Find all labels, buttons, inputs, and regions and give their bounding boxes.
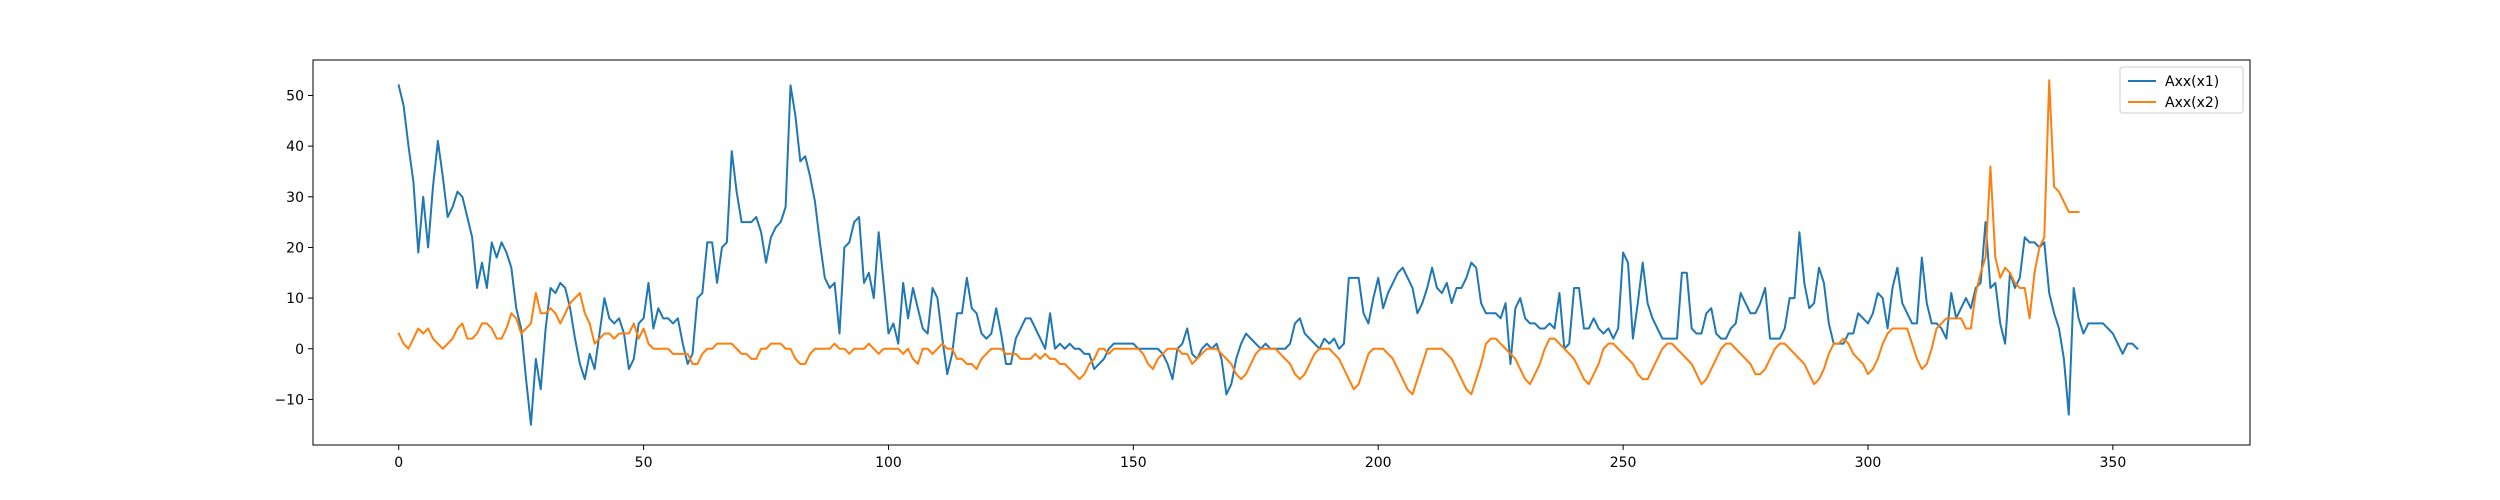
x-tick-label: 150 xyxy=(1120,455,1147,471)
y-tick-label: −10 xyxy=(274,392,304,408)
y-tick-label: 50 xyxy=(286,88,304,104)
y-tick-label: 0 xyxy=(295,342,304,358)
legend-label-1: Axx(x1) xyxy=(2165,74,2219,90)
y-axis: −10 0 10 20 30 40 50 xyxy=(274,88,313,408)
x-tick-label: 300 xyxy=(1855,455,1882,471)
x-tick-label: 100 xyxy=(875,455,902,471)
x-tick-label: 50 xyxy=(635,455,653,471)
y-tick-label: 30 xyxy=(286,190,304,206)
series-line-2 xyxy=(397,79,2080,396)
x-tick-label: 250 xyxy=(1610,455,1637,471)
legend-label-2: Axx(x2) xyxy=(2165,95,2219,111)
legend: Axx(x1) Axx(x2) xyxy=(2119,66,2244,114)
series-layer xyxy=(397,79,2139,426)
series-line-1 xyxy=(397,84,2139,426)
x-tick-label: 200 xyxy=(1365,455,1392,471)
x-tick-label: 350 xyxy=(2100,455,2127,471)
x-axis: 0 50 100 150 200 250 300 350 xyxy=(394,445,2126,471)
plot-frame xyxy=(312,59,2251,446)
x-tick-label: 0 xyxy=(394,455,403,471)
y-tick-label: 20 xyxy=(286,240,304,256)
y-tick-label: 10 xyxy=(286,291,304,307)
y-tick-label: 40 xyxy=(286,139,304,155)
